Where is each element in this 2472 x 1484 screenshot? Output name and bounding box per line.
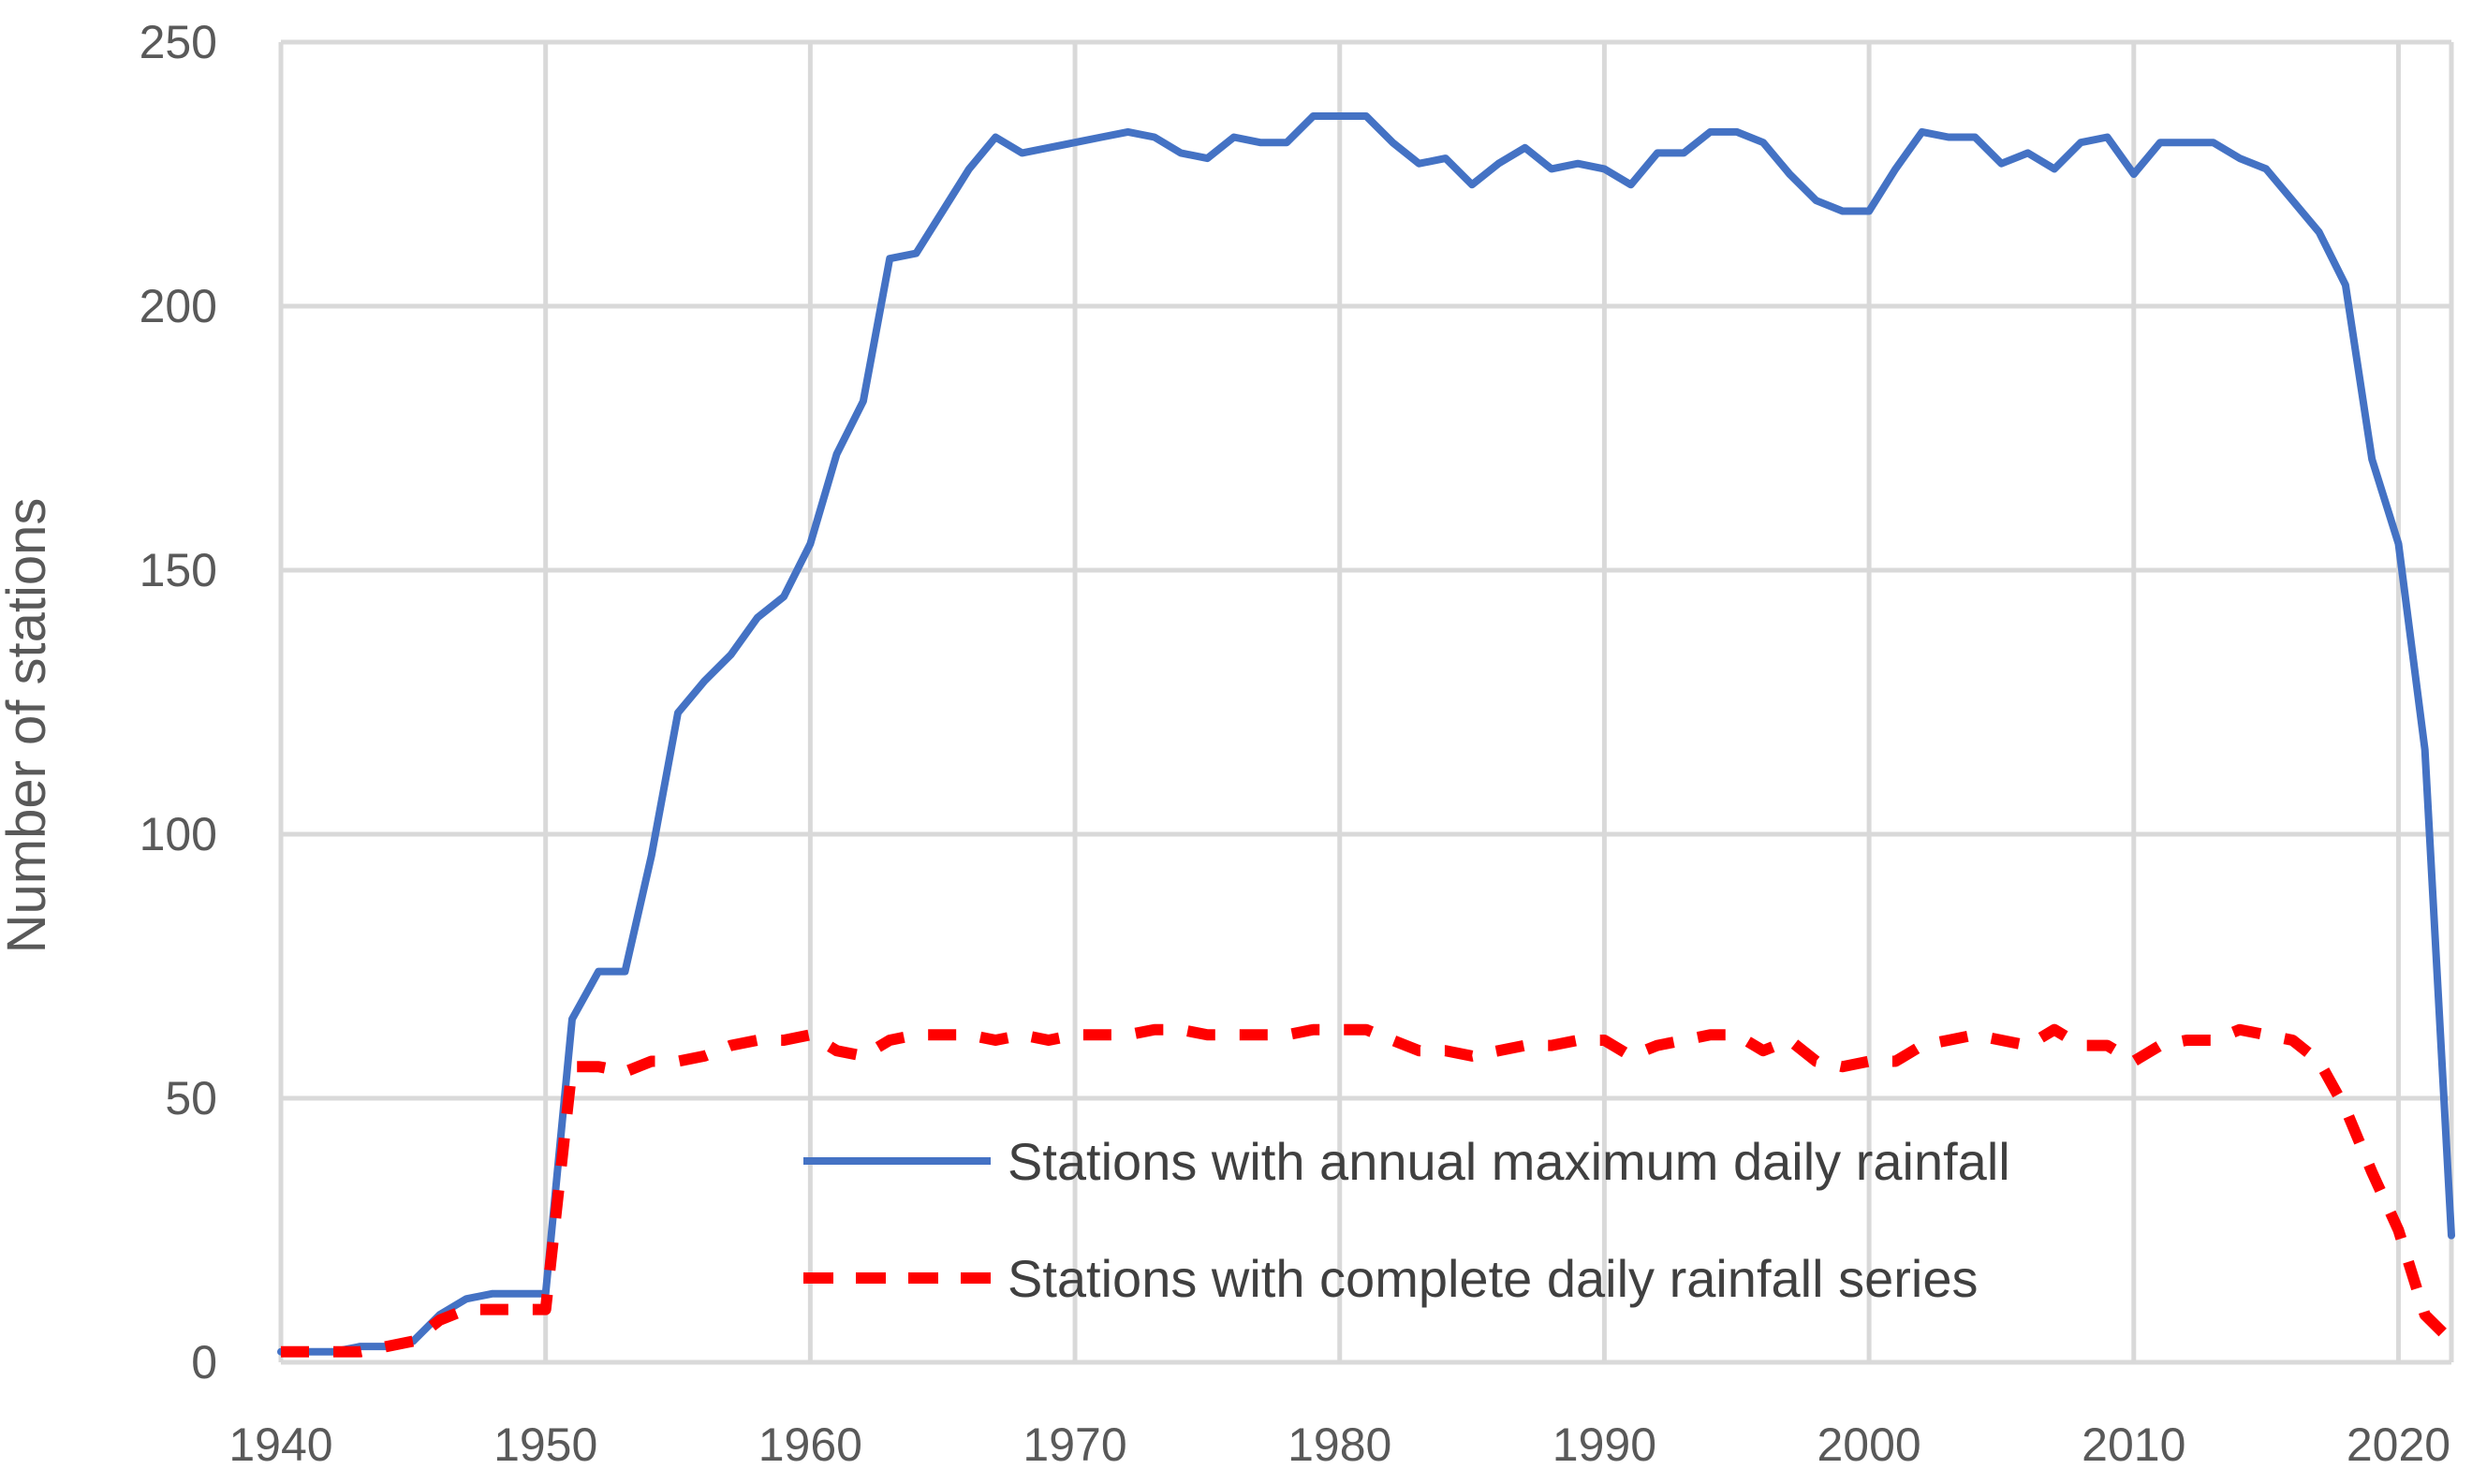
series-line-annual-maximum <box>277 112 2455 1356</box>
y-tick-label-0: 0 <box>191 1336 217 1388</box>
y-tick-label-50: 50 <box>165 1072 217 1124</box>
x-tick-label-2000: 2000 <box>1817 1418 1920 1471</box>
x-tick-label-1940: 1940 <box>228 1418 332 1471</box>
y-tick-label-100: 100 <box>140 808 217 860</box>
x-tick-label-2010: 2010 <box>2082 1418 2185 1471</box>
horizontal-gridlines <box>281 39 2451 1365</box>
legend: Stations with annual maximum daily rainf… <box>803 1132 2010 1308</box>
x-tick-label-1950: 1950 <box>493 1418 597 1471</box>
x-axis-tick-labels: 1940 1950 1960 1970 1980 1990 2000 2010 2020 <box>228 1418 2450 1471</box>
x-tick-label-1970: 1970 <box>1023 1418 1126 1471</box>
y-tick-label-150: 150 <box>140 544 217 596</box>
legend-label-2: Stations with complete daily rainfall se… <box>1008 1249 1978 1308</box>
x-tick-label-1990: 1990 <box>1552 1418 1656 1471</box>
vertical-gridlines <box>278 42 2454 1362</box>
legend-label-1: Stations with annual maximum daily rainf… <box>1008 1132 2010 1191</box>
y-tick-label-200: 200 <box>140 280 217 332</box>
x-tick-label-1960: 1960 <box>758 1418 862 1471</box>
series-lines <box>277 112 2456 1358</box>
y-axis-title: Number of stations <box>0 498 57 954</box>
x-tick-label-1980: 1980 <box>1288 1418 1391 1471</box>
x-tick-label-2020: 2020 <box>2347 1418 2450 1471</box>
y-axis-tick-labels: 0 50 100 150 200 250 <box>140 16 217 1388</box>
series-line-complete-series <box>281 1023 2456 1358</box>
y-tick-label-250: 250 <box>140 16 217 68</box>
